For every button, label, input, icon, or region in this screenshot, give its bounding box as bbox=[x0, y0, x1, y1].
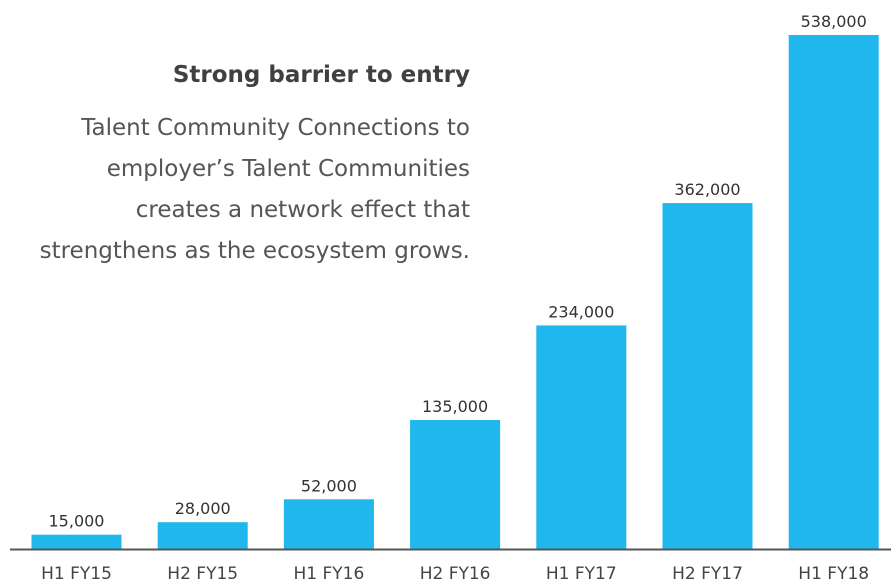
bar-h2-fy16 bbox=[410, 420, 501, 549]
bar-h2-fy15 bbox=[157, 522, 248, 549]
bar-h1-fy16 bbox=[283, 499, 374, 549]
category-label: H2 FY16 bbox=[420, 564, 491, 584]
value-label: 15,000 bbox=[49, 512, 105, 531]
category-label: H2 FY17 bbox=[672, 564, 743, 584]
callout-description: Talent Community Connections to employer… bbox=[0, 108, 470, 272]
category-label: H1 FY18 bbox=[798, 564, 869, 584]
callout-line: creates a network effect that bbox=[135, 197, 470, 223]
category-label: H1 FY16 bbox=[293, 564, 364, 584]
value-label: 234,000 bbox=[548, 302, 614, 321]
bar-h2-fy17 bbox=[662, 203, 753, 549]
callout-line: employer’s Talent Communities bbox=[106, 156, 470, 182]
category-label: H1 FY17 bbox=[546, 564, 617, 584]
value-label: 362,000 bbox=[674, 180, 740, 199]
value-label: 28,000 bbox=[175, 499, 231, 518]
bar-h1-fy15 bbox=[31, 534, 122, 549]
callout-line: Talent Community Connections to bbox=[81, 115, 470, 141]
category-label: H2 FY15 bbox=[167, 564, 238, 584]
callout-title: Strong barrier to entry bbox=[172, 62, 470, 88]
category-label: H1 FY15 bbox=[41, 564, 112, 584]
bar-h1-fy17 bbox=[536, 325, 627, 549]
value-label: 52,000 bbox=[301, 476, 357, 495]
callout-line: strengthens as the ecosystem grows. bbox=[39, 238, 470, 264]
bar-h1-fy18 bbox=[788, 35, 879, 549]
value-label: 135,000 bbox=[422, 397, 488, 416]
value-label: 538,000 bbox=[801, 12, 867, 31]
